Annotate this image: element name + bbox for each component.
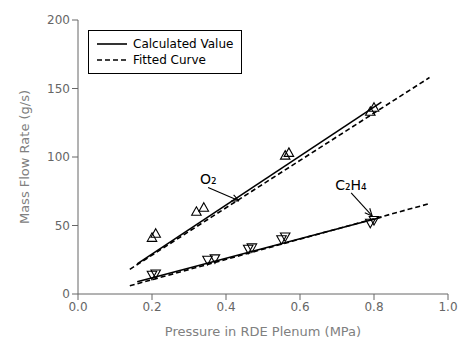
html-text:Fitted Curve: Fitted Curve bbox=[133, 53, 206, 67]
svg-text:50: 50 bbox=[55, 219, 70, 233]
svg-text:0: 0 bbox=[62, 287, 70, 301]
svg-text:C₂H₄: C₂H₄ bbox=[335, 177, 367, 193]
svg-text:Mass Flow Rate (g/s): Mass Flow Rate (g/s) bbox=[17, 90, 32, 224]
html-text:Calculated Value: Calculated Value bbox=[133, 37, 234, 51]
svg-text:0.0: 0.0 bbox=[68, 300, 87, 314]
svg-text:Pressure in RDE Plenum (MPa): Pressure in RDE Plenum (MPa) bbox=[165, 324, 361, 339]
svg-text:1.0: 1.0 bbox=[438, 300, 457, 314]
svg-text:0.8: 0.8 bbox=[364, 300, 383, 314]
svg-text:0.6: 0.6 bbox=[290, 300, 309, 314]
svg-text:O₂: O₂ bbox=[200, 171, 217, 187]
svg-text:100: 100 bbox=[47, 150, 70, 164]
svg-text:150: 150 bbox=[47, 82, 70, 96]
svg-text:200: 200 bbox=[47, 13, 70, 27]
svg-text:0.4: 0.4 bbox=[216, 300, 235, 314]
svg-text:0.2: 0.2 bbox=[142, 300, 161, 314]
